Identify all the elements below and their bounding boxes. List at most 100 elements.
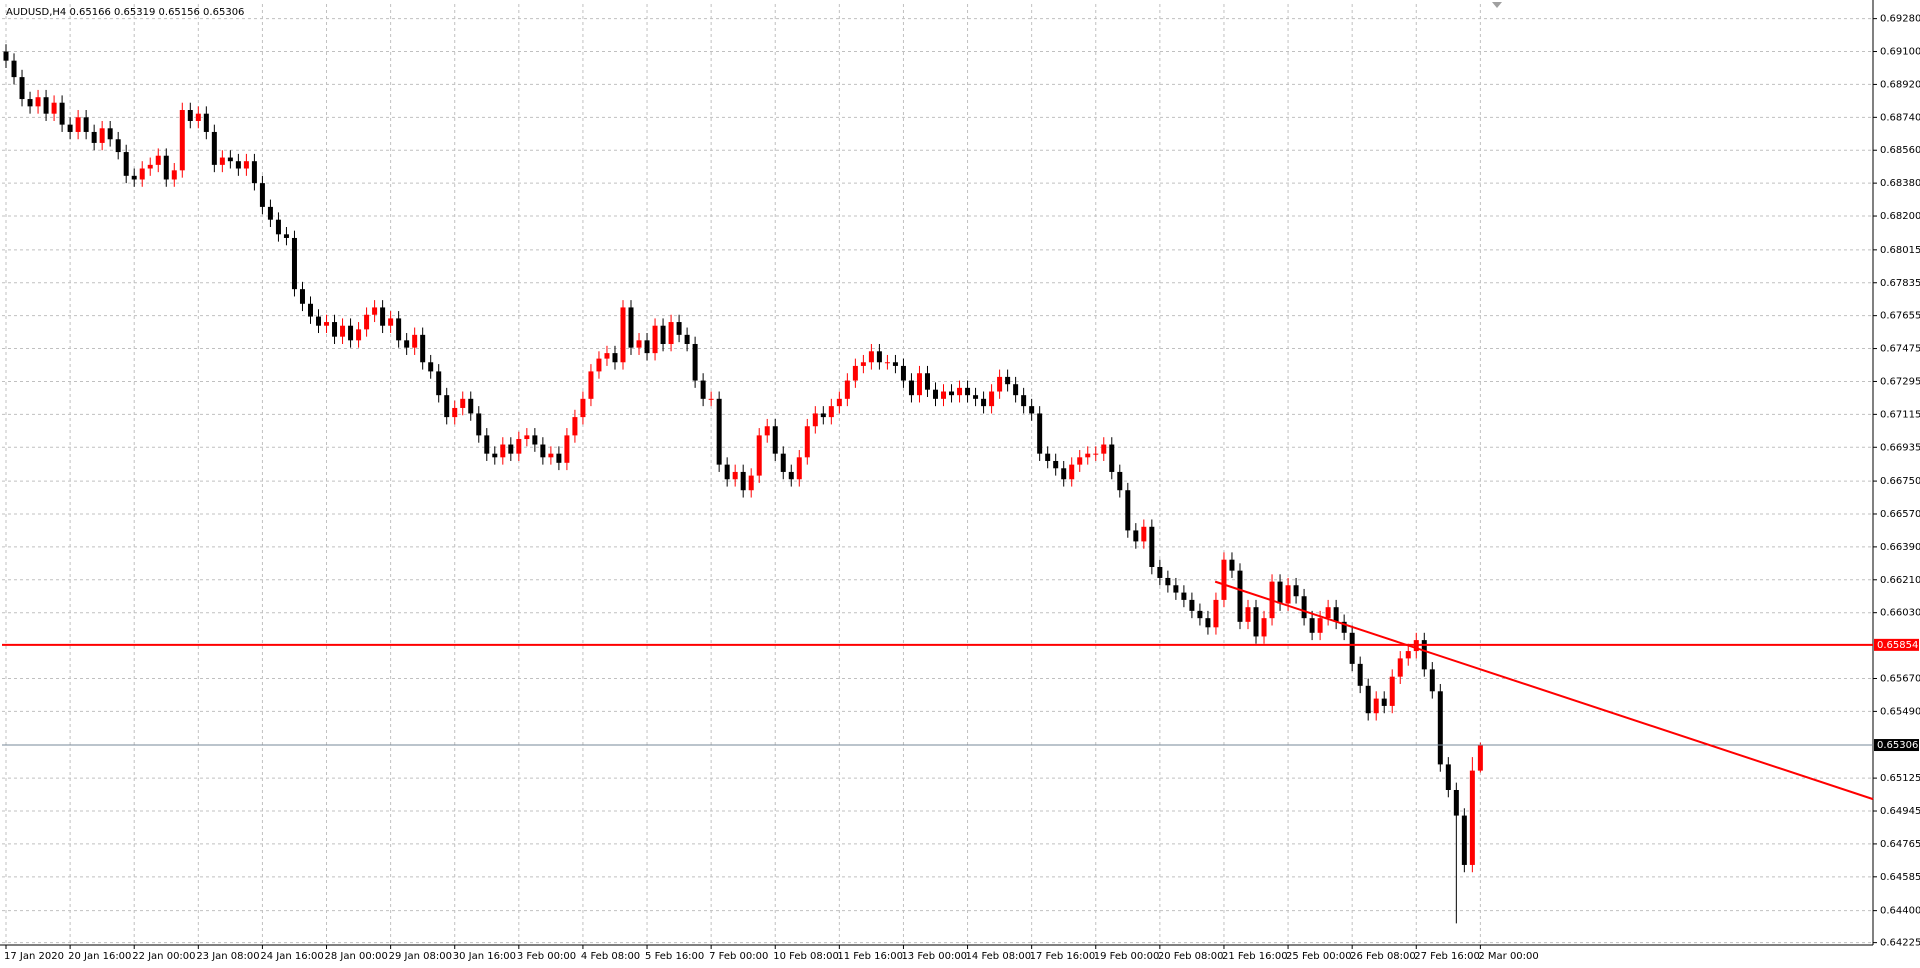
candle-body: [1373, 698, 1379, 714]
candle-body: [692, 343, 698, 381]
candle-body: [1101, 444, 1107, 454]
x-tick-label: 28 Jan 00:00: [325, 951, 388, 962]
y-tick-label: 0.67115: [1880, 409, 1920, 420]
candle-body: [556, 453, 562, 463]
x-tick-label: 11 Feb 16:00: [837, 951, 903, 962]
candle-body: [1213, 599, 1219, 628]
candle-body: [812, 413, 818, 427]
candle-body: [67, 124, 73, 132]
candle-body: [43, 97, 49, 114]
candle-body: [708, 398, 714, 400]
candle-body: [957, 387, 963, 396]
candle-body: [1253, 607, 1259, 637]
candle-body: [1317, 618, 1323, 633]
candle-body: [1237, 570, 1243, 622]
x-tick-label: 25 Feb 00:00: [1286, 951, 1352, 962]
candle-body: [364, 314, 370, 330]
candle-body: [1117, 471, 1123, 491]
x-tick-label: 5 Feb 16:00: [645, 951, 704, 962]
x-tick-label: 24 Jan 16:00: [260, 951, 323, 962]
candle-body: [973, 395, 979, 399]
candle-body: [243, 161, 249, 169]
candle-body: [604, 353, 610, 359]
x-tick-label: 17 Jan 2020: [4, 951, 64, 962]
x-tick-label: 13 Feb 00:00: [901, 951, 967, 962]
y-tick-label: 0.64765: [1880, 839, 1920, 850]
candle-body: [1133, 530, 1139, 542]
candle-body: [941, 391, 947, 399]
candle-body: [460, 398, 466, 408]
candle-body: [1013, 384, 1019, 396]
y-tick-label: 0.67835: [1880, 278, 1920, 289]
candle-body: [892, 362, 898, 366]
y-tick-label: 0.69280: [1880, 14, 1920, 25]
y-tick-label: 0.64225: [1880, 938, 1920, 949]
candle-body: [660, 325, 666, 344]
x-tick-label: 29 Jan 08:00: [389, 951, 452, 962]
candle-body: [876, 351, 882, 363]
candle-body: [324, 322, 330, 326]
x-tick-label: 7 Feb 00:00: [709, 951, 768, 962]
level-label: 0.65854: [1877, 640, 1918, 651]
grid: [2, 4, 1873, 945]
y-tick-label: 0.65670: [1880, 673, 1920, 684]
candle-body: [179, 110, 185, 171]
candle-body: [636, 340, 642, 348]
candle-body: [860, 362, 866, 366]
candle-body: [388, 318, 394, 326]
candle-body: [171, 170, 177, 180]
candle-body: [412, 334, 418, 348]
candle-body: [348, 325, 354, 341]
candle-body: [596, 358, 602, 372]
candle-body: [868, 351, 874, 363]
current-price-box: [1874, 739, 1919, 752]
y-tick-label: 0.66030: [1880, 608, 1920, 619]
candle-body: [1077, 457, 1083, 465]
candle-body: [772, 426, 778, 454]
candle-body: [652, 325, 658, 354]
candle-body: [1061, 468, 1067, 480]
candle-body: [307, 303, 313, 317]
candle-body: [780, 453, 786, 472]
candle-body: [588, 371, 594, 399]
candle-body: [716, 398, 722, 465]
y-tick-label: 0.64945: [1880, 806, 1920, 817]
y-tick-label: 0.66935: [1880, 442, 1920, 453]
candle-body: [1109, 444, 1115, 472]
candle-body: [1005, 376, 1011, 385]
candle-body: [1189, 599, 1195, 611]
candle-body: [1029, 406, 1035, 414]
candle-body: [1349, 632, 1355, 664]
candle-body: [900, 365, 906, 381]
candle-body: [476, 413, 482, 436]
candle-body: [1093, 453, 1099, 455]
y-tick-label: 0.64585: [1880, 872, 1920, 883]
y-tick-label: 0.68740: [1880, 112, 1920, 123]
candle-body: [123, 152, 129, 176]
candle-body: [1277, 581, 1283, 604]
candle-body: [115, 139, 121, 153]
x-tick-label: 20 Feb 08:00: [1158, 951, 1224, 962]
candle-body: [796, 457, 802, 480]
candle-body: [500, 444, 506, 458]
candle-body: [340, 325, 346, 337]
candle-body: [884, 362, 890, 364]
candle-body: [227, 157, 233, 162]
candle-body: [1149, 526, 1155, 567]
candle-body: [580, 398, 586, 418]
y-tick-label: 0.67655: [1880, 311, 1920, 322]
candle-body: [1045, 453, 1051, 461]
candle-body: [1437, 691, 1443, 765]
candle-body: [508, 444, 514, 454]
candle-body: [949, 391, 955, 396]
candle-body: [356, 329, 362, 341]
candle-body: [1261, 618, 1267, 637]
candle-body: [1021, 395, 1027, 407]
x-tick-label: 19 Feb 00:00: [1094, 951, 1160, 962]
y-tick-label: 0.68560: [1880, 145, 1920, 156]
candle-body: [235, 161, 241, 169]
candle-body: [668, 322, 674, 344]
candle-body: [420, 334, 426, 363]
candle-body: [1445, 764, 1451, 790]
